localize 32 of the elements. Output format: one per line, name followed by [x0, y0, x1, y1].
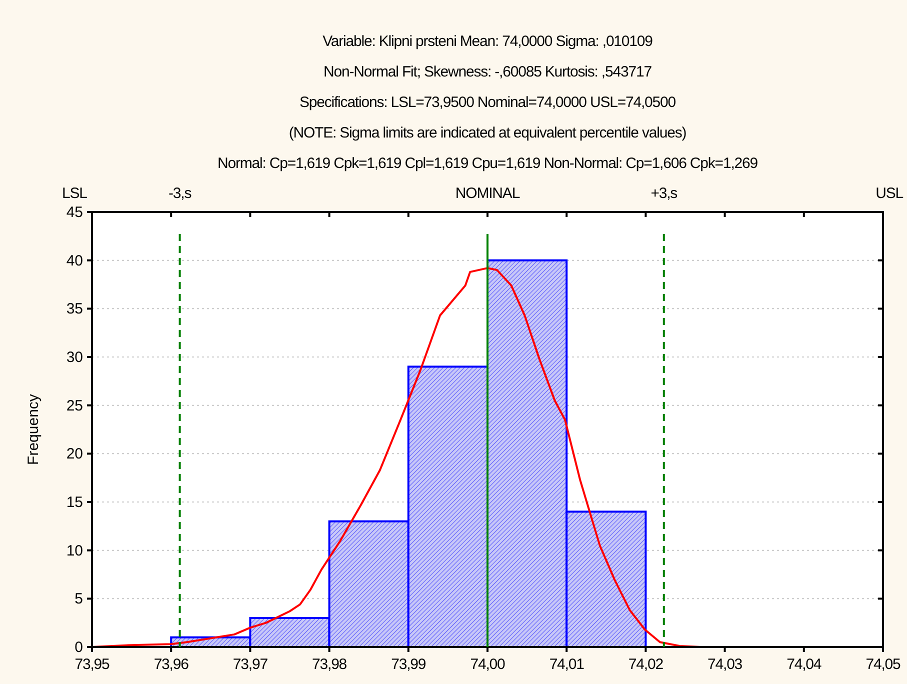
ref-line-label: -3,s	[168, 185, 192, 202]
y-tick-label: 40	[66, 252, 83, 270]
y-tick-label: 20	[66, 446, 83, 463]
x-tick-label: 74,03	[708, 656, 742, 673]
text: Specifications: LSL=73,9500 Nominal=74,0000 USL=74,0500	[299, 94, 676, 111]
text: Normal: Cp=1,619 Cpk=1,619 Cpl=1,619 Cpu=1,619 Non-Normal: Cp=1,606 Cpk=1,269	[217, 155, 758, 172]
ref-line-label: NOMINAL	[455, 185, 520, 202]
chart-title: Variable: Klipni prsteni Mean: 74,0000 Sigma: ,010109	[322, 33, 653, 50]
x-tick-label: 73,96	[154, 656, 189, 673]
y-tick-label: 5	[74, 590, 83, 608]
x-tick-label: 74,02	[628, 656, 664, 673]
y-tick-label: 10	[66, 542, 83, 560]
y-tick-label: 35	[66, 300, 83, 318]
y-axis-title: Frequency	[25, 394, 42, 465]
x-tick-label: 74,04	[786, 656, 822, 673]
y-tick-label: 0	[74, 639, 83, 656]
y-tick-label: 45	[66, 204, 83, 221]
text: LSL	[62, 185, 88, 202]
x-tick-label: 73,95	[74, 656, 110, 673]
text: USL	[876, 185, 904, 202]
y-tick-label: 25	[66, 397, 83, 414]
x-tick-label: 73,97	[232, 656, 268, 673]
ref-line-label: +3,s	[650, 185, 678, 202]
x-tick-label: 73,98	[312, 656, 347, 673]
x-tick-label: 74,01	[549, 656, 584, 673]
x-tick-label: 73,99	[391, 656, 426, 673]
x-tick-label: 74,05	[866, 656, 901, 673]
text: Non-Normal Fit; Skewness: -,60085 Kurtosis: ,543717	[324, 64, 652, 80]
x-tick-label: 74,00	[470, 656, 506, 673]
y-tick-label: 15	[66, 494, 83, 511]
text: (NOTE: Sigma limits are indicated at equivalent percentile values)	[288, 124, 687, 142]
y-tick-label: 30	[66, 349, 83, 366]
